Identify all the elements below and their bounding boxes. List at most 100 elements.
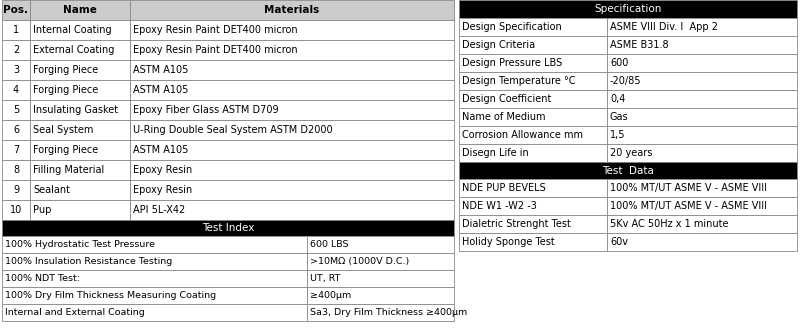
Text: Disegn Life in: Disegn Life in	[462, 148, 529, 158]
Bar	[307, 304, 454, 321]
Text: Test  Data: Test Data	[602, 166, 654, 175]
Text: 600 LBS: 600 LBS	[310, 240, 349, 249]
Text: 100% Hydrostatic Test Pressure: 100% Hydrostatic Test Pressure	[5, 240, 155, 249]
Text: Pos.: Pos.	[3, 5, 29, 15]
Bar	[30, 60, 130, 80]
Bar	[607, 54, 797, 72]
Bar	[459, 144, 607, 162]
Bar	[130, 140, 454, 160]
Bar	[459, 72, 607, 90]
Text: Internal Coating: Internal Coating	[33, 25, 112, 35]
Bar	[2, 180, 30, 200]
Bar	[459, 0, 797, 18]
Text: 600: 600	[610, 58, 628, 68]
Text: External Coating: External Coating	[33, 45, 114, 55]
Text: Filling Material: Filling Material	[33, 165, 104, 175]
Text: 10: 10	[10, 205, 22, 215]
Text: 3: 3	[13, 65, 19, 75]
Text: Name: Name	[63, 5, 97, 15]
Text: 100% Dry Film Thickness Measuring Coating: 100% Dry Film Thickness Measuring Coatin…	[5, 291, 216, 300]
Bar	[30, 100, 130, 120]
Bar	[307, 236, 454, 253]
Text: 100% MT/UT ASME V - ASME VIII: 100% MT/UT ASME V - ASME VIII	[610, 201, 767, 211]
Bar	[459, 162, 797, 179]
Text: ASTM A105: ASTM A105	[133, 85, 188, 95]
Bar	[459, 197, 607, 215]
Text: 8: 8	[13, 165, 19, 175]
Bar	[607, 144, 797, 162]
Bar	[30, 180, 130, 200]
Bar	[2, 236, 307, 253]
Text: Test Index: Test Index	[202, 223, 254, 233]
Text: 2: 2	[13, 45, 19, 55]
Text: Design Criteria: Design Criteria	[462, 40, 535, 50]
Text: ASME B31.8: ASME B31.8	[610, 40, 669, 50]
Text: NDE PUP BEVELS: NDE PUP BEVELS	[462, 183, 546, 193]
Text: Sealant: Sealant	[33, 185, 70, 195]
Text: 5: 5	[13, 105, 19, 115]
Text: Seal System: Seal System	[33, 125, 94, 135]
Bar	[130, 60, 454, 80]
Text: Holidy Sponge Test: Holidy Sponge Test	[462, 237, 554, 247]
Text: NDE W1 -W2 -3: NDE W1 -W2 -3	[462, 201, 537, 211]
Bar	[30, 20, 130, 40]
Text: Design Coefficient: Design Coefficient	[462, 94, 551, 104]
Text: Name of Medium: Name of Medium	[462, 112, 546, 122]
Text: Design Pressure LBS: Design Pressure LBS	[462, 58, 562, 68]
Text: Specification: Specification	[594, 4, 662, 14]
Bar	[607, 215, 797, 233]
Text: Gas: Gas	[610, 112, 629, 122]
Bar	[307, 287, 454, 304]
Text: Epoxy Resin Paint DET400 micron: Epoxy Resin Paint DET400 micron	[133, 45, 298, 55]
Text: Design Specification: Design Specification	[462, 22, 562, 32]
Bar	[2, 0, 30, 20]
Bar	[30, 140, 130, 160]
Bar	[130, 200, 454, 220]
Bar	[459, 18, 607, 36]
Bar	[607, 72, 797, 90]
Bar	[2, 140, 30, 160]
Bar	[2, 253, 307, 270]
Bar	[307, 270, 454, 287]
Text: Corrosion Allowance mm: Corrosion Allowance mm	[462, 130, 583, 140]
Bar	[2, 287, 307, 304]
Bar	[30, 80, 130, 100]
Bar	[459, 90, 607, 108]
Text: >10MΩ (1000V D.C.): >10MΩ (1000V D.C.)	[310, 257, 410, 266]
Bar	[459, 36, 607, 54]
Text: 6: 6	[13, 125, 19, 135]
Bar	[2, 120, 30, 140]
Text: Pup: Pup	[33, 205, 51, 215]
Text: Forging Piece: Forging Piece	[33, 145, 98, 155]
Text: 9: 9	[13, 185, 19, 195]
Bar	[459, 108, 607, 126]
Bar	[130, 20, 454, 40]
Bar	[459, 179, 607, 197]
Bar	[607, 197, 797, 215]
Text: ≥400μm: ≥400μm	[310, 291, 351, 300]
Bar	[2, 270, 307, 287]
Bar	[607, 233, 797, 251]
Bar	[2, 20, 30, 40]
Bar	[607, 126, 797, 144]
Bar	[30, 40, 130, 60]
Text: 100% NDT Test:: 100% NDT Test:	[5, 274, 80, 283]
Bar	[2, 80, 30, 100]
Bar	[30, 160, 130, 180]
Text: Internal and External Coating: Internal and External Coating	[5, 308, 145, 317]
Bar	[459, 54, 607, 72]
Text: Sa3, Dry Film Thickness ≥400μm: Sa3, Dry Film Thickness ≥400μm	[310, 308, 467, 317]
Bar	[607, 108, 797, 126]
Text: 100% MT/UT ASME V - ASME VIII: 100% MT/UT ASME V - ASME VIII	[610, 183, 767, 193]
Bar	[607, 90, 797, 108]
Text: ASTM A105: ASTM A105	[133, 145, 188, 155]
Bar	[130, 40, 454, 60]
Text: Materials: Materials	[264, 5, 320, 15]
Text: U-Ring Double Seal System ASTM D2000: U-Ring Double Seal System ASTM D2000	[133, 125, 333, 135]
Bar	[130, 80, 454, 100]
Text: 100% Insulation Resistance Testing: 100% Insulation Resistance Testing	[5, 257, 172, 266]
Text: Design Temperature °C: Design Temperature °C	[462, 76, 575, 86]
Text: ASME VIII Div. I  App 2: ASME VIII Div. I App 2	[610, 22, 718, 32]
Bar	[2, 160, 30, 180]
Text: Epoxy Fiber Glass ASTM D709: Epoxy Fiber Glass ASTM D709	[133, 105, 278, 115]
